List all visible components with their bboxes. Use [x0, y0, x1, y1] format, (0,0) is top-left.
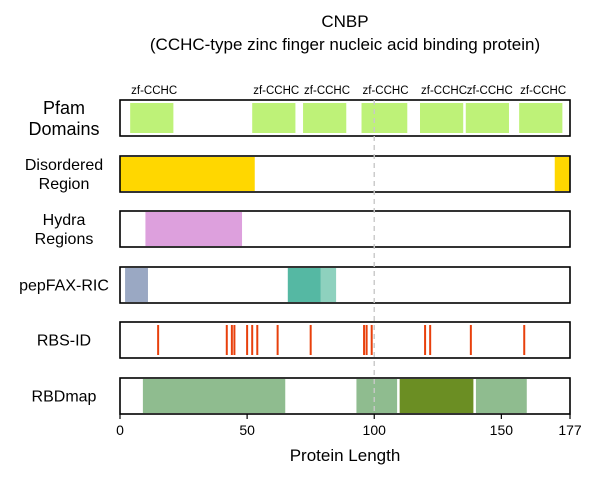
track-4: RBS-ID — [37, 321, 571, 359]
domain-bar — [465, 103, 509, 133]
x-tick-label: 0 — [116, 422, 124, 438]
track-label: RBS-ID — [37, 333, 91, 350]
track-0: zf-CCHC zf-CCHC zf-CCHC zf-CCHC zf-CCHC zf-CC… — [28, 85, 571, 139]
region-bar — [320, 268, 337, 302]
track-frame — [119, 155, 571, 193]
x-tick-label: 50 — [239, 422, 255, 438]
region-bar — [120, 157, 255, 191]
x-tick-label: 100 — [363, 422, 387, 438]
track-label: pepFAX-RIC — [19, 278, 109, 295]
domain-label: zf-CCHC — [520, 85, 566, 97]
track-label: Pfam Domains — [28, 98, 99, 139]
chart-subtitle: (CCHC-type zinc finger nucleic acid bind… — [150, 35, 540, 54]
region-bar — [399, 379, 474, 413]
region-bar — [475, 379, 527, 413]
x-axis-label: Protein Length — [290, 446, 401, 465]
track-frame — [119, 99, 571, 137]
track-label: Disordered Region — [25, 157, 103, 193]
domain-label: zf-CCHC — [363, 85, 409, 97]
region-bar — [356, 379, 398, 413]
domain-bar — [519, 103, 563, 133]
chart-title: CNBP — [321, 12, 368, 31]
region-bar — [142, 379, 286, 413]
domain-label: zf-CCHC — [467, 85, 513, 97]
domain-label: zf-CCHC — [421, 85, 467, 97]
x-tick-label: 177 — [558, 422, 582, 438]
region-bar — [554, 157, 570, 191]
track-label: Hydra Regions — [35, 212, 94, 248]
track-1: Disordered Region — [25, 155, 571, 193]
domain-bar — [420, 103, 464, 133]
domain-bar — [252, 103, 296, 133]
region-bar — [145, 212, 243, 246]
track-5: RBDmap — [32, 377, 571, 415]
track-frame — [119, 266, 571, 304]
domain-bar — [361, 103, 408, 133]
region-bar — [125, 268, 148, 302]
domain-label: zf-CCHC — [253, 85, 299, 97]
track-3: pepFAX-RIC — [19, 266, 571, 304]
domain-label: zf-CCHC — [304, 85, 350, 97]
track-frame — [119, 377, 571, 415]
domain-bar — [303, 103, 347, 133]
track-frame — [119, 210, 571, 248]
plot-area: zf-CCHC zf-CCHC zf-CCHC zf-CCHC zf-CCHC zf-CC… — [19, 85, 582, 438]
x-tick-label: 150 — [490, 422, 514, 438]
track-label: RBDmap — [32, 389, 97, 406]
domain-label: zf-CCHC — [131, 85, 177, 97]
track-2: Hydra Regions — [35, 210, 571, 248]
domain-bar — [130, 103, 174, 133]
region-bar — [287, 268, 321, 302]
track-frame — [119, 321, 571, 359]
